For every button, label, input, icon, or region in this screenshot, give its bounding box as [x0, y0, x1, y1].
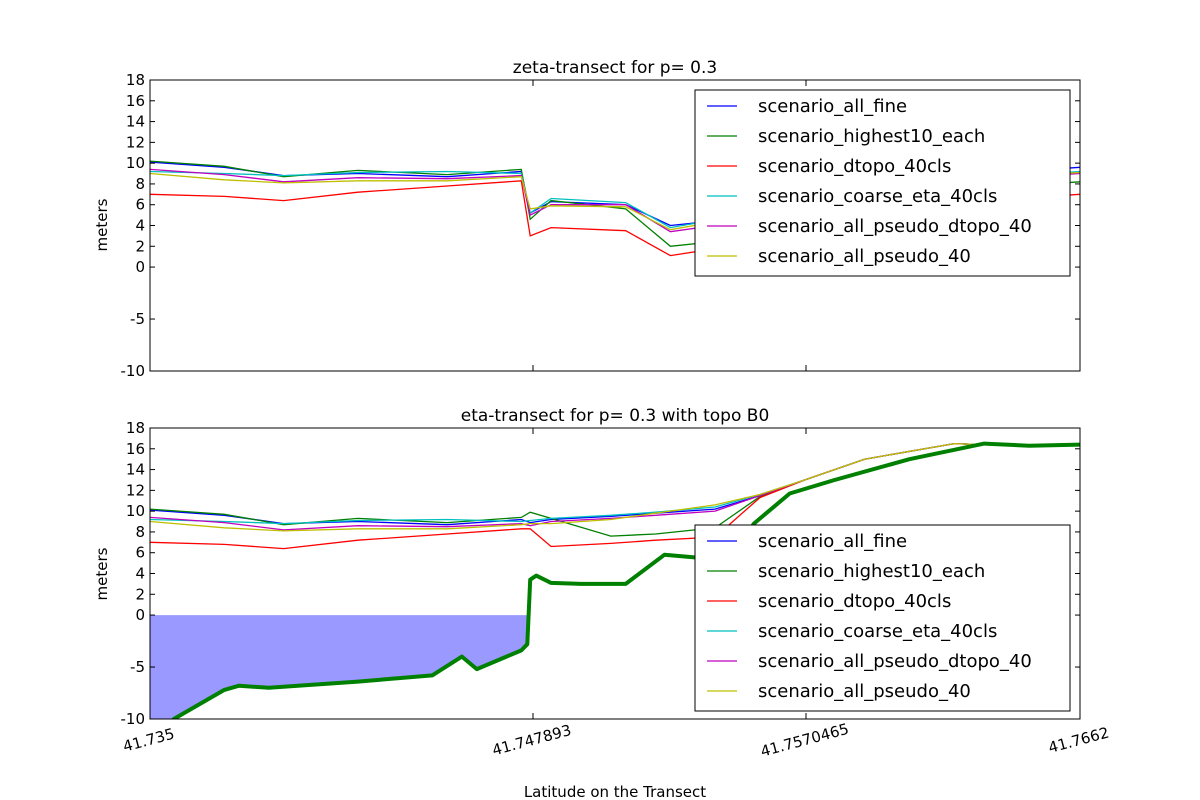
eta-ytick-label: 12 [126, 481, 145, 499]
eta-ytick-label: -10 [121, 710, 146, 728]
zeta-ytick-label: 6 [135, 196, 145, 214]
xtick-label: 41.7662 [1046, 723, 1111, 756]
water-fill-area [150, 615, 528, 719]
zeta-legend: scenario_all_fine scenario_highest10_each… [694, 89, 1071, 277]
zeta-ytick-label: 18 [126, 71, 145, 89]
zeta-ytick-label: 14 [126, 113, 145, 131]
eta-ytick-label: -5 [130, 658, 145, 676]
xtick-label: 41.747893 [490, 721, 573, 759]
eta-legend-label: scenario_dtopo_40cls [758, 591, 951, 612]
zeta-ytick-label: -10 [121, 362, 146, 380]
eta-ytick-label: 10 [126, 502, 145, 520]
zeta-ytick-label: 4 [135, 217, 145, 235]
eta-legend: scenario_all_fine scenario_highest10_each… [694, 524, 1071, 712]
zeta-ytick-label: 10 [126, 154, 145, 172]
xtick-label: 41.7570465 [759, 720, 851, 761]
zeta-ytick-label: -5 [130, 310, 145, 328]
eta-ytick-label: 0 [135, 606, 145, 624]
eta-ytick-label: 14 [126, 461, 145, 479]
eta-ytick-label: 2 [135, 585, 145, 603]
zeta-legend-label: scenario_all_fine [758, 96, 907, 117]
eta-y-axis-label: meters [93, 547, 111, 600]
zeta-ytick-label: 16 [126, 92, 145, 110]
zeta-y-axis-label: meters [93, 198, 111, 251]
eta-legend-label: scenario_highest10_each [758, 561, 985, 582]
eta-series-group [150, 441, 1080, 719]
zeta-ytick-label: 12 [126, 133, 145, 151]
zeta-legend-label: scenario_highest10_each [758, 126, 985, 147]
zeta-legend-label: scenario_dtopo_40cls [758, 156, 951, 177]
eta-ytick-label: 6 [135, 544, 145, 562]
eta-transect-panel: eta-transect for p= 0.3 with topo B0 -10… [93, 406, 1111, 800]
eta-legend-label: scenario_all_fine [758, 531, 907, 552]
eta-series-scenario_highest10_each [150, 442, 1080, 537]
zeta-y-ticks: -10 -5 0 2 4 6 8 10 12 14 16 18 [121, 71, 1081, 380]
zeta-legend-label: scenario_all_pseudo_40 [758, 246, 971, 267]
zeta-ytick-label: 0 [135, 258, 145, 276]
zeta-panel-title: zeta-transect for p= 0.3 [513, 58, 717, 78]
eta-y-ticks: -10 -5 0 2 4 6 8 10 12 14 16 18 [121, 419, 1080, 728]
zeta-transect-panel: zeta-transect for p= 0.3 -10 -5 0 2 4 6 8 10 12 1… [93, 58, 1081, 380]
zeta-ytick-label: 2 [135, 237, 145, 255]
eta-series-scenario_all_fine [150, 442, 1080, 526]
zeta-ytick-label: 8 [135, 175, 145, 193]
zeta-legend-box [694, 89, 1071, 277]
xtick-label: 41.735 [121, 725, 176, 756]
eta-ytick-label: 8 [135, 523, 145, 541]
eta-ytick-label: 16 [126, 440, 145, 458]
zeta-legend-label: scenario_coarse_eta_40cls [758, 186, 997, 207]
eta-ytick-label: 4 [135, 565, 145, 583]
eta-panel-title: eta-transect for p= 0.3 with topo B0 [461, 406, 770, 426]
eta-series-scenario_all_pseudo_40 [150, 442, 1080, 532]
eta-ytick-label: 18 [126, 419, 145, 437]
eta-legend-label: scenario_coarse_eta_40cls [758, 621, 997, 642]
topography-line [171, 441, 1080, 719]
eta-legend-label: scenario_all_pseudo_40 [758, 681, 971, 702]
zeta-legend-label: scenario_all_pseudo_dtopo_40 [758, 216, 1032, 237]
eta-legend-label: scenario_all_pseudo_dtopo_40 [758, 651, 1032, 672]
x-axis-label: Latitude on the Transect [524, 783, 706, 800]
eta-legend-box [694, 524, 1071, 712]
eta-series-scenario_all_pseudo_dtopo_40 [150, 442, 1080, 531]
eta-series-scenario_coarse_eta_40cls [150, 442, 1080, 525]
